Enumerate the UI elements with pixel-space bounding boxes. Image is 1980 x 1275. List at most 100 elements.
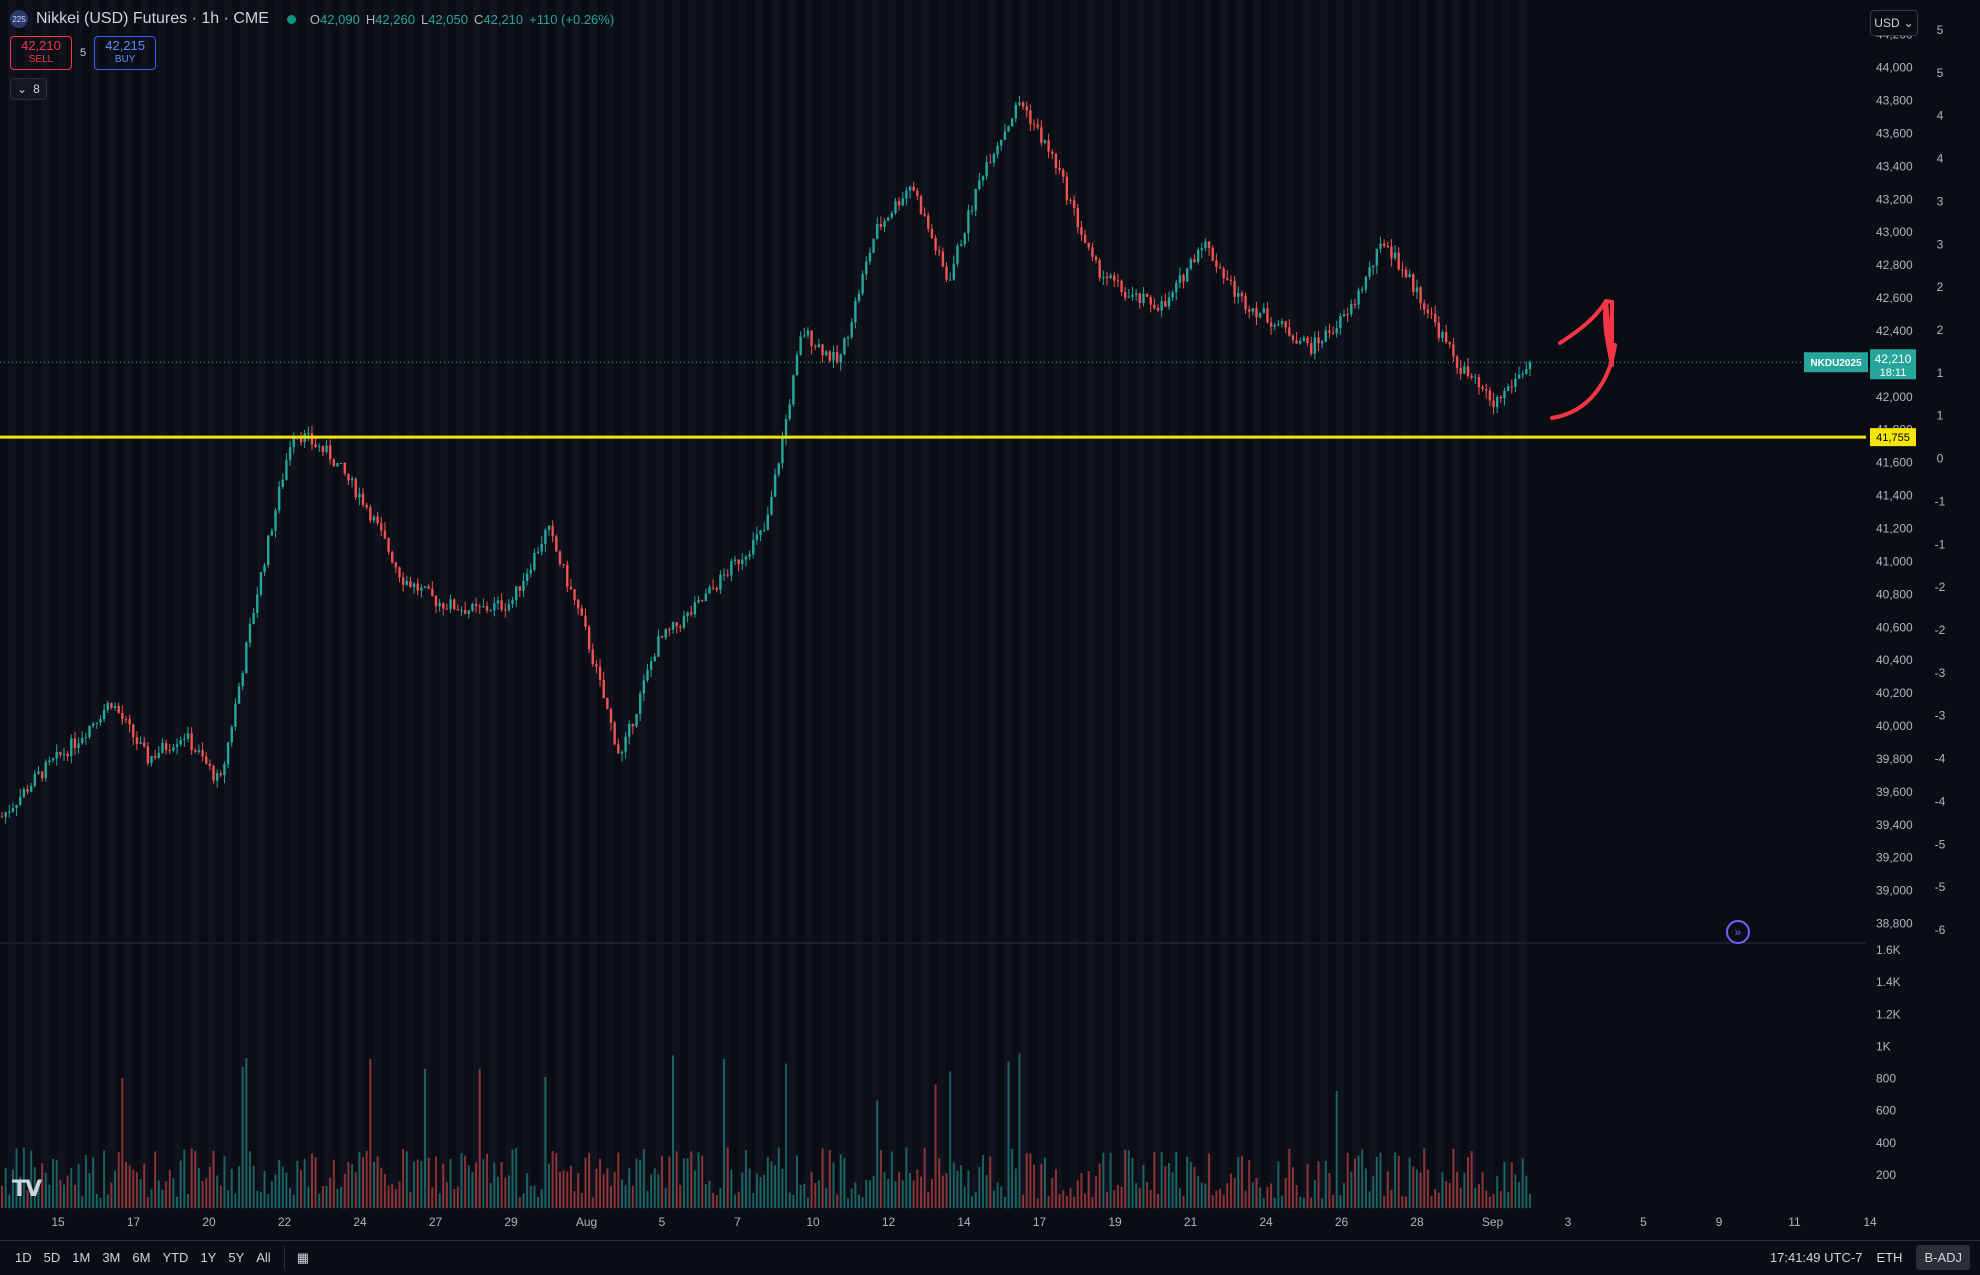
volume-bar: [183, 1149, 186, 1208]
candle-body: [175, 744, 179, 748]
percent-tick-label: 5: [1937, 23, 1944, 37]
session-band: [1186, 0, 1195, 1220]
candle-body: [398, 567, 401, 578]
candle-body: [1463, 366, 1466, 374]
volume-bar: [270, 1181, 273, 1208]
session-band: [688, 0, 697, 1220]
sell-button[interactable]: 42,210 SELL: [10, 36, 72, 70]
session-band: [672, 0, 680, 1220]
session-band: [987, 0, 996, 1220]
volume-bar: [391, 1184, 394, 1208]
candle-body: [361, 493, 365, 505]
timeframe-button[interactable]: 3M: [102, 1250, 121, 1265]
candle-body: [551, 525, 554, 537]
timeframe-button[interactable]: 1M: [72, 1250, 91, 1265]
session-band: [1468, 0, 1477, 1220]
volume-bar: [836, 1194, 839, 1208]
candle-body: [321, 446, 325, 452]
timeframe-button[interactable]: 6M: [132, 1250, 151, 1265]
percent-tick-label: 3: [1937, 237, 1944, 251]
scroll-to-realtime-icon[interactable]: »: [1726, 920, 1750, 944]
timeframe-button[interactable]: YTD: [162, 1250, 189, 1265]
volume-bar: [529, 1185, 532, 1208]
clock[interactable]: 17:41:49 UTC-7: [1769, 1250, 1863, 1265]
volume-bar: [1171, 1172, 1174, 1208]
price-axis[interactable]: 44,20044,00043,80043,60043,40043,20043,0…: [1866, 0, 1980, 1240]
session-band: [1219, 0, 1228, 1220]
candle-body: [387, 538, 390, 552]
currency-select[interactable]: USD ⌄: [1870, 10, 1918, 36]
volume-bar: [847, 1198, 850, 1208]
session-band: [838, 0, 846, 1220]
candle-body: [179, 739, 182, 745]
session-band: [472, 0, 481, 1220]
timeframe-button[interactable]: All: [256, 1250, 271, 1265]
timeframe-button[interactable]: 5D: [43, 1250, 61, 1265]
market-status-icon[interactable]: [286, 14, 296, 24]
candle-body: [1091, 247, 1094, 257]
volume-bar: [1120, 1186, 1123, 1208]
candle-body: [835, 351, 839, 363]
chevron-down-icon: ⌄: [17, 82, 28, 96]
candle-body: [584, 615, 587, 627]
timeframe-button[interactable]: 1Y: [200, 1250, 217, 1265]
candle-body: [1200, 248, 1203, 251]
session-band: [456, 0, 465, 1220]
volume-bar: [1058, 1194, 1061, 1208]
candle-body: [850, 322, 853, 338]
time-tick-label: Aug: [576, 1215, 597, 1229]
volume-bar: [230, 1168, 233, 1208]
volume-pane: [1, 1053, 1531, 1208]
time-axis[interactable]: 15 17 20 22 24 27 29 Aug 5 7 10 12 14 17 19 21 24 26 28 Sep…: [0, 1210, 1980, 1240]
candle-body: [1142, 293, 1145, 304]
candle-body: [522, 580, 525, 591]
candle-body: [482, 606, 485, 608]
indicators-toggle[interactable]: ⌄ 8: [10, 78, 47, 100]
volume-bar: [245, 1058, 248, 1208]
candle-body: [493, 603, 496, 611]
calendar-icon[interactable]: ▦: [283, 1245, 314, 1271]
candle-body: [606, 698, 609, 710]
volume-bar: [1481, 1171, 1484, 1208]
candle-body: [442, 603, 445, 609]
volume-bar: [1335, 1090, 1338, 1208]
volume-bar: [354, 1172, 357, 1208]
candle-body: [799, 336, 802, 355]
tradingview-logo[interactable]: TV: [12, 1177, 42, 1202]
candle-body: [1401, 269, 1404, 271]
candle-body: [1419, 287, 1422, 304]
candle-body: [376, 516, 379, 524]
volume-bar: [73, 1184, 76, 1208]
arrow-drawing[interactable]: [1550, 299, 1617, 420]
candle-body: [205, 756, 208, 764]
volume-bar: [1248, 1160, 1251, 1208]
percent-tick-label: 3: [1937, 194, 1944, 208]
timeframe-button[interactable]: 1D: [15, 1250, 32, 1265]
chevron-down-icon: ⌄: [1903, 16, 1914, 30]
adjustment-toggle[interactable]: B-ADJ: [1916, 1245, 1970, 1270]
price-tick-label: 39,200: [1876, 851, 1913, 865]
session-band: [257, 0, 265, 1220]
candle-body: [172, 747, 175, 751]
volume-bar: [741, 1172, 744, 1208]
volume-bar: [420, 1160, 423, 1208]
session-band: [1269, 0, 1278, 1220]
percent-axis[interactable]: 5 5 4 4 3 3 2 2 1 1 0 -1 -1 -2 -2 -3 -3 -4 -4 -5 -5 -6: [1935, 23, 1946, 937]
timeframe-button[interactable]: 5Y: [228, 1250, 245, 1265]
buy-button[interactable]: 42,215 BUY: [94, 36, 157, 70]
candle-body: [1291, 335, 1295, 341]
candle-body: [139, 742, 142, 744]
symbol-title[interactable]: Nikkei (USD) Futures · 1h · CME: [36, 10, 269, 27]
volume-bar: [511, 1149, 514, 1208]
volume-bar: [679, 1184, 682, 1208]
candle-body: [1124, 292, 1127, 298]
volume-bar: [708, 1180, 711, 1208]
volume-bar: [11, 1169, 14, 1208]
volume-bar: [1095, 1176, 1098, 1208]
session-toggle[interactable]: ETH: [1876, 1250, 1903, 1265]
volume-bar: [1368, 1191, 1371, 1208]
volume-bar: [927, 1191, 930, 1208]
volume-bar: [712, 1192, 715, 1208]
volume-bar: [84, 1154, 87, 1208]
